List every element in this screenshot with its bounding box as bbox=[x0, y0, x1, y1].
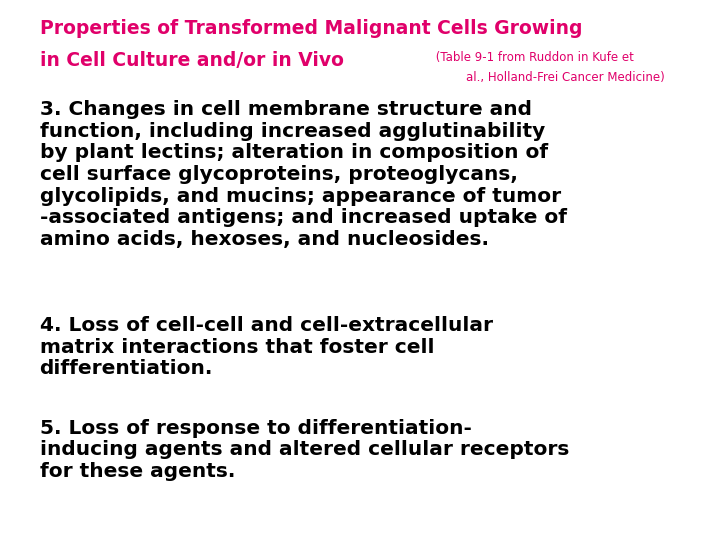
Text: 3. Changes in cell membrane structure and
function, including increased agglutin: 3. Changes in cell membrane structure an… bbox=[40, 100, 567, 249]
Text: in Cell Culture and/or in Vivo: in Cell Culture and/or in Vivo bbox=[40, 51, 343, 70]
Text: al., Holland-Frei Cancer Medicine): al., Holland-Frei Cancer Medicine) bbox=[466, 71, 665, 84]
Text: 5. Loss of response to differentiation-
inducing agents and altered cellular rec: 5. Loss of response to differentiation- … bbox=[40, 418, 569, 481]
Text: 4. Loss of cell-cell and cell-extracellular
matrix interactions that foster cell: 4. Loss of cell-cell and cell-extracellu… bbox=[40, 316, 492, 379]
Text: (Table 9-1 from Ruddon in Kufe et: (Table 9-1 from Ruddon in Kufe et bbox=[432, 51, 634, 64]
Text: Properties of Transformed Malignant Cells Growing: Properties of Transformed Malignant Cell… bbox=[40, 19, 582, 38]
